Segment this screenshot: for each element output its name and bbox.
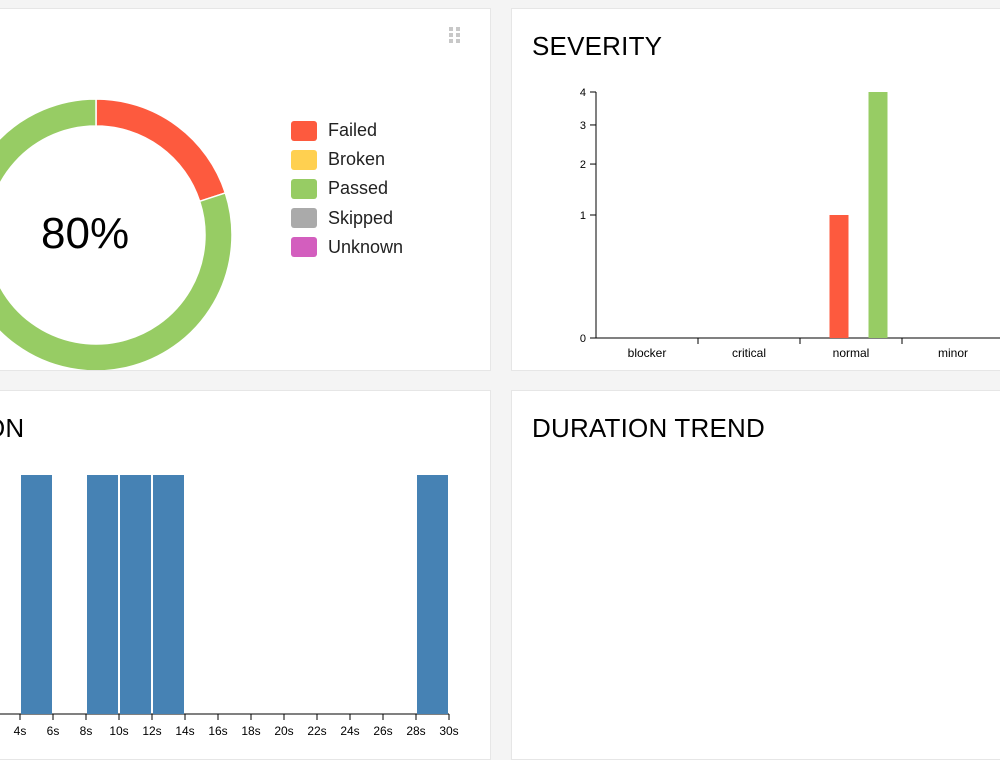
legend-swatch (291, 178, 317, 199)
x-tick-label: 12s (142, 724, 161, 738)
x-tick-label: blocker (628, 346, 667, 360)
status-legend: Failed Broken Passed Skipped Unknown (291, 116, 403, 262)
legend-label: Broken (328, 149, 386, 170)
duration-trend-widget: DURATION TREND (511, 390, 1000, 760)
y-tick-label: 1 (580, 210, 586, 222)
severity-widget: SEVERITY 0 1 2 3 4 blocker critical normal minor (511, 8, 1000, 371)
duration-bar-4s (21, 475, 52, 714)
x-tick-label: 16s (208, 724, 227, 738)
x-tick-label: 4s (14, 724, 27, 738)
severity-title: SEVERITY (532, 31, 663, 61)
y-tick-label: 2 (580, 159, 586, 171)
donut-slice-passed (0, 98, 233, 370)
duration-widget: ON 4s 6s 8s 10s 12s 14s 16s 18s 20s 22s 24s 26s 28s 3… (0, 390, 491, 760)
x-tick-label: 6s (47, 724, 60, 738)
legend-label: Unknown (328, 236, 404, 257)
severity-bar-normal-passed (868, 92, 888, 338)
x-tick-label: 14s (175, 724, 194, 738)
legend-swatch (291, 237, 317, 258)
legend-item-broken[interactable]: Broken (291, 145, 403, 174)
legend-item-passed[interactable]: Passed (291, 174, 403, 203)
severity-bar-chart: 0 1 2 3 4 blocker critical normal minor (580, 87, 1000, 360)
legend-item-skipped[interactable]: Skipped (291, 204, 403, 233)
legend-swatch (291, 208, 317, 229)
x-tick-label: 24s (340, 724, 359, 738)
y-tick-label: 0 (580, 333, 586, 345)
duration-title: ON (0, 413, 25, 443)
x-tick-label: 18s (241, 724, 260, 738)
duration-histogram: 4s 6s 8s 10s 12s 14s 16s 18s 20s 22s 24s 26s 28s 30s (0, 475, 459, 738)
y-tick-label: 4 (580, 87, 586, 99)
duration-trend-title: DURATION TREND (532, 413, 765, 443)
duration-bar-10s (120, 475, 151, 714)
status-widget: 80% Failed Broken Passed Skipped Unknown (0, 8, 491, 371)
x-tick-label: 26s (373, 724, 392, 738)
duration-bar-8s (87, 475, 118, 714)
status-donut-chart (0, 98, 233, 370)
legend-item-unknown[interactable]: Unknown (291, 233, 403, 262)
legend-item-failed[interactable]: Failed (291, 116, 403, 145)
legend-label: Passed (328, 178, 389, 199)
legend-swatch (291, 120, 317, 141)
pass-rate-label: 80% (41, 209, 130, 258)
severity-bar-normal-failed (829, 215, 849, 338)
x-tick-label: 30s (439, 724, 458, 738)
legend-label: Skipped (328, 207, 394, 228)
drag-handle-icon[interactable] (449, 27, 463, 47)
y-tick-label: 3 (580, 120, 586, 132)
x-tick-label: minor (938, 346, 968, 360)
x-tick-label: 22s (307, 724, 326, 738)
x-tick-label: critical (732, 346, 766, 360)
duration-bar-28s (417, 475, 448, 714)
x-tick-label: 10s (109, 724, 128, 738)
x-tick-label: normal (833, 346, 870, 360)
x-tick-label: 8s (80, 724, 93, 738)
legend-swatch (291, 149, 317, 170)
donut-slice-failed (95, 98, 227, 203)
x-tick-label: 28s (406, 724, 425, 738)
x-tick-label: 20s (274, 724, 293, 738)
duration-bar-12s (153, 475, 184, 714)
legend-label: Failed (328, 120, 378, 141)
